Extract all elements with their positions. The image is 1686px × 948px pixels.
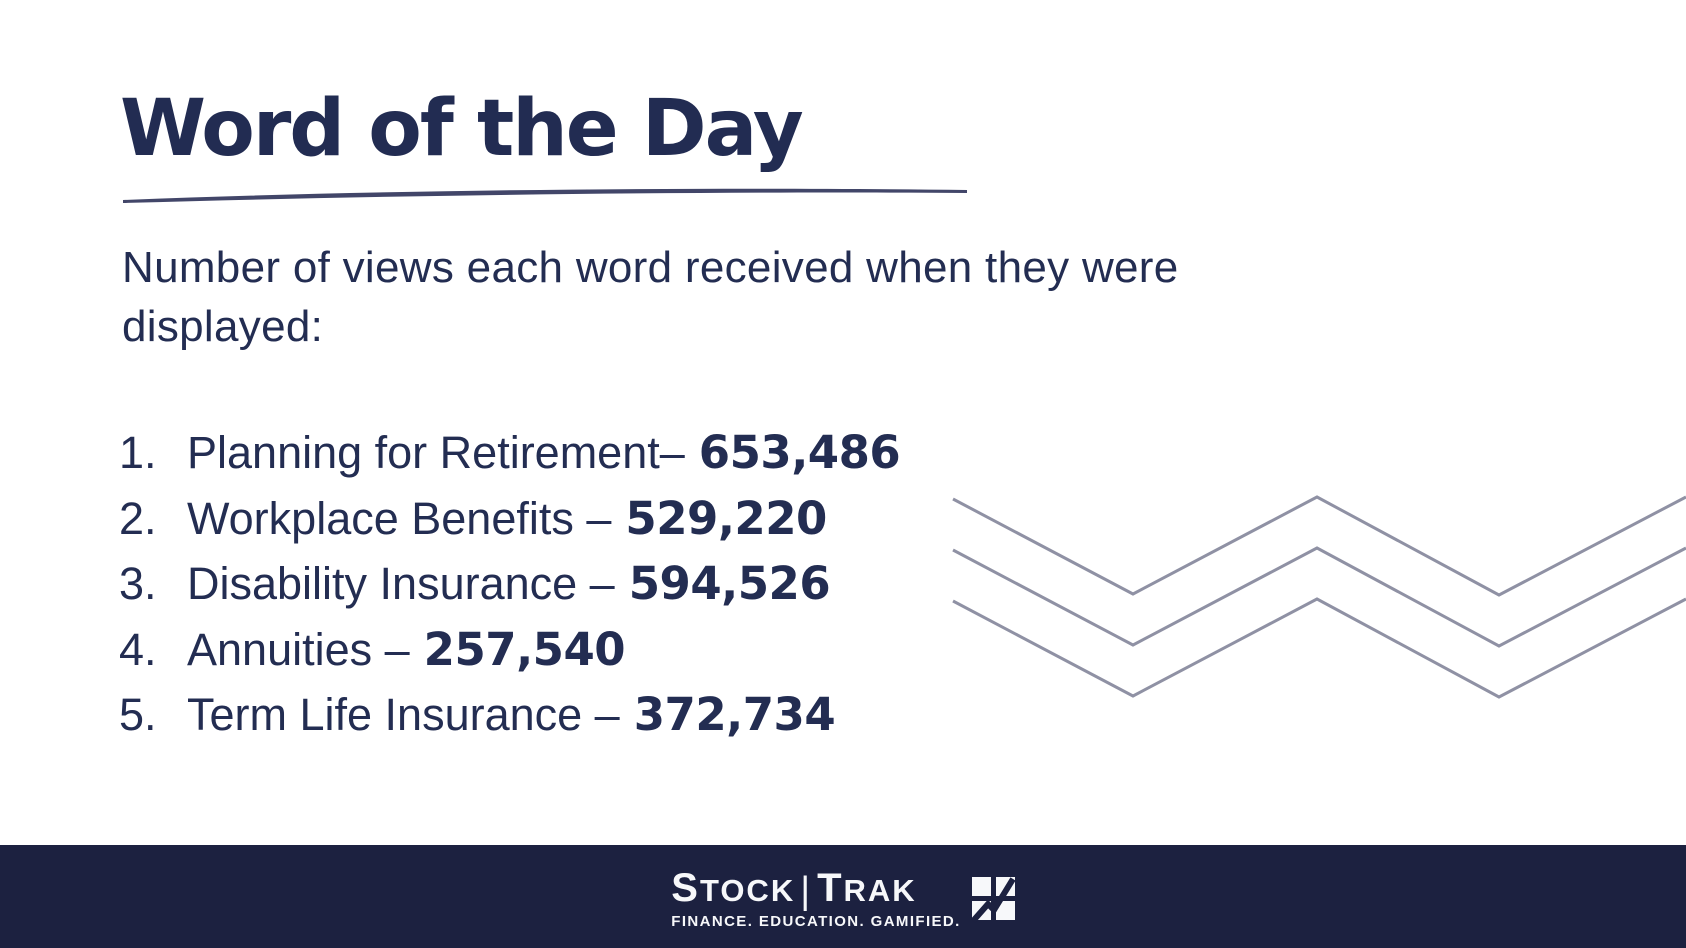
page-title: Word of the Day bbox=[120, 84, 804, 174]
list-item-value: 372,734 bbox=[633, 688, 836, 741]
list-item-label: Annuities – bbox=[187, 623, 410, 675]
list-item: 1. Planning for Retirement– 653,486 bbox=[119, 426, 901, 492]
list-item: 3. Disability Insurance – 594,526 bbox=[119, 557, 900, 623]
list-item-label: Term Life Insurance – bbox=[187, 689, 620, 740]
footer-bar: S TOCK | T RAK FINANCE. EDUCATION. GAMIF… bbox=[0, 845, 1686, 948]
list-item: 5. Term Life Insurance – 372,734 bbox=[119, 688, 900, 754]
list-item-value: 257,540 bbox=[423, 622, 626, 676]
wordmark-letter: T bbox=[817, 865, 844, 910]
stocktrak-wordmark: S TOCK | T RAK bbox=[671, 865, 960, 912]
list-item-label: Disability Insurance – bbox=[187, 558, 615, 609]
stocktrak-grid-chart-icon bbox=[970, 876, 1015, 923]
wordmark-letters: TOCK bbox=[699, 872, 796, 908]
list-item-value: 653,486 bbox=[698, 426, 901, 479]
list-item-label: Planning for Retirement– bbox=[187, 427, 685, 478]
list-item: 4. Annuities – 257,540 bbox=[119, 623, 900, 689]
wordmark-letters: RAK bbox=[843, 872, 917, 908]
intro-line-1: Number of views each word received when … bbox=[122, 243, 1179, 292]
zigzag-decoration bbox=[952, 495, 1686, 699]
intro-line-2: displayed: bbox=[122, 302, 324, 351]
title-underline-stroke bbox=[123, 188, 967, 203]
list-item: 2. Workplace Benefits – 529,220 bbox=[119, 492, 900, 558]
wordmark-letter: S bbox=[671, 865, 700, 910]
list-item-number: 3. bbox=[119, 558, 157, 609]
stocktrak-logo: S TOCK | T RAK FINANCE. EDUCATION. GAMIF… bbox=[671, 865, 1015, 930]
list-item-value: 529,220 bbox=[625, 491, 827, 545]
word-list: 1. Planning for Retirement– 653,486 2. W… bbox=[119, 426, 901, 754]
footer-tagline: FINANCE. EDUCATION. GAMIFIED. bbox=[671, 912, 961, 930]
list-item-label: Workplace Benefits – bbox=[187, 492, 612, 544]
wordmark-pipe-separator: | bbox=[800, 869, 813, 912]
list-item-number: 4. bbox=[119, 623, 157, 675]
list-item-value: 594,526 bbox=[628, 557, 831, 610]
intro-paragraph: Number of views each word received when … bbox=[122, 238, 1179, 356]
list-item-number: 5. bbox=[119, 689, 157, 740]
list-item-number: 2. bbox=[119, 492, 157, 544]
list-item-number: 1. bbox=[119, 427, 157, 478]
